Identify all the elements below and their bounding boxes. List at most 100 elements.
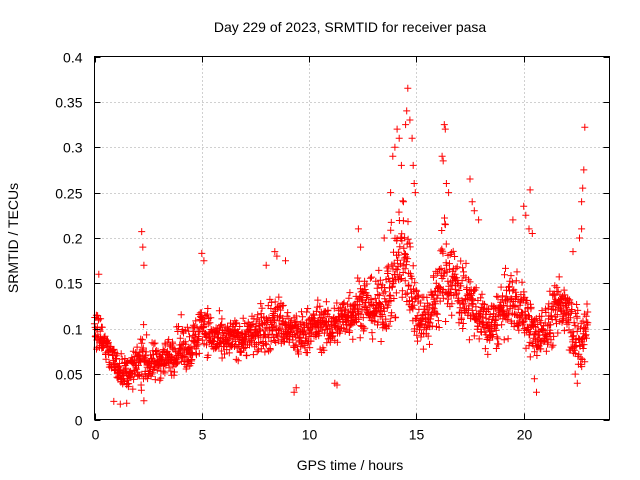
data-point <box>312 307 320 315</box>
data-point <box>258 304 266 312</box>
data-point <box>267 305 275 312</box>
data-point <box>366 302 374 310</box>
data-point <box>490 303 498 311</box>
data-point <box>276 324 284 332</box>
data-point <box>140 321 148 329</box>
data-point <box>361 286 369 293</box>
data-point <box>368 329 376 337</box>
data-point <box>512 288 520 296</box>
data-point <box>95 270 103 278</box>
data-point <box>410 301 418 309</box>
data-point <box>396 275 404 283</box>
data-point <box>451 253 459 260</box>
data-point <box>194 341 202 349</box>
data-point <box>580 166 588 174</box>
data-point <box>184 358 192 366</box>
data-point <box>514 305 522 313</box>
data-point <box>447 249 455 257</box>
data-point <box>583 334 590 342</box>
data-point <box>129 385 137 393</box>
data-point <box>507 272 515 280</box>
data-point <box>505 283 512 291</box>
data-point <box>369 335 377 343</box>
data-point <box>123 399 131 407</box>
data-point <box>140 261 148 269</box>
data-point <box>523 296 531 304</box>
data-point <box>239 314 247 322</box>
data-point <box>324 325 331 333</box>
data-point <box>408 293 416 301</box>
data-point <box>97 315 105 323</box>
data-point <box>485 306 492 314</box>
data-point <box>416 299 424 307</box>
data-point <box>333 338 341 346</box>
data-point <box>234 328 242 336</box>
data-point <box>225 349 233 357</box>
data-point <box>165 336 173 344</box>
data-point <box>579 184 587 192</box>
plot-frame <box>94 56 610 420</box>
data-point <box>410 180 418 187</box>
data-point <box>457 257 465 265</box>
data-point <box>468 299 476 307</box>
data-point <box>384 262 392 270</box>
data-point <box>560 327 568 335</box>
data-point <box>102 355 110 363</box>
data-point <box>391 143 399 151</box>
data-point <box>501 271 508 279</box>
data-point <box>475 335 483 343</box>
data-point <box>390 259 398 267</box>
data-point <box>161 369 169 377</box>
data-point <box>459 320 467 327</box>
x-tick-labels: 0 5 10 15 20 <box>92 427 533 443</box>
data-point <box>498 321 506 329</box>
data-point <box>383 264 391 272</box>
data-point <box>492 315 500 323</box>
data-point <box>303 308 311 316</box>
data-point <box>217 347 225 355</box>
data-point <box>455 287 463 294</box>
data-point <box>384 301 392 309</box>
data-point <box>307 337 315 345</box>
data-point <box>466 278 474 286</box>
data-point <box>380 307 388 315</box>
data-point <box>400 198 407 206</box>
data-point <box>396 243 404 251</box>
data-point <box>282 257 289 265</box>
data-point <box>578 363 586 371</box>
data-point <box>138 339 146 347</box>
data-point <box>549 341 557 349</box>
data-point <box>147 372 155 380</box>
data-point <box>582 312 590 320</box>
data-point <box>445 189 453 197</box>
data-point <box>426 340 433 348</box>
data-point <box>460 300 468 308</box>
x-tick-label: 5 <box>199 427 207 443</box>
data-point <box>217 322 225 330</box>
data-point <box>566 298 574 306</box>
data-point <box>371 294 379 302</box>
data-point <box>195 349 203 357</box>
data-point <box>475 216 483 224</box>
data-point <box>576 234 583 242</box>
data-point <box>110 345 118 353</box>
data-point <box>320 346 328 354</box>
data-point <box>441 221 449 229</box>
data-point <box>138 336 146 344</box>
data-point <box>121 355 129 362</box>
data-point <box>393 266 401 274</box>
data-point <box>271 248 279 256</box>
data-point <box>189 321 197 329</box>
data-point <box>139 243 147 251</box>
data-point <box>404 255 412 263</box>
data-point <box>357 243 365 251</box>
data-point <box>395 134 403 142</box>
data-point <box>402 121 410 129</box>
data-point <box>177 311 185 319</box>
data-point <box>542 347 550 355</box>
data-point <box>494 293 502 301</box>
data-point <box>500 336 508 344</box>
data-point <box>94 312 102 320</box>
data-point <box>530 375 538 383</box>
data-point <box>435 324 443 331</box>
